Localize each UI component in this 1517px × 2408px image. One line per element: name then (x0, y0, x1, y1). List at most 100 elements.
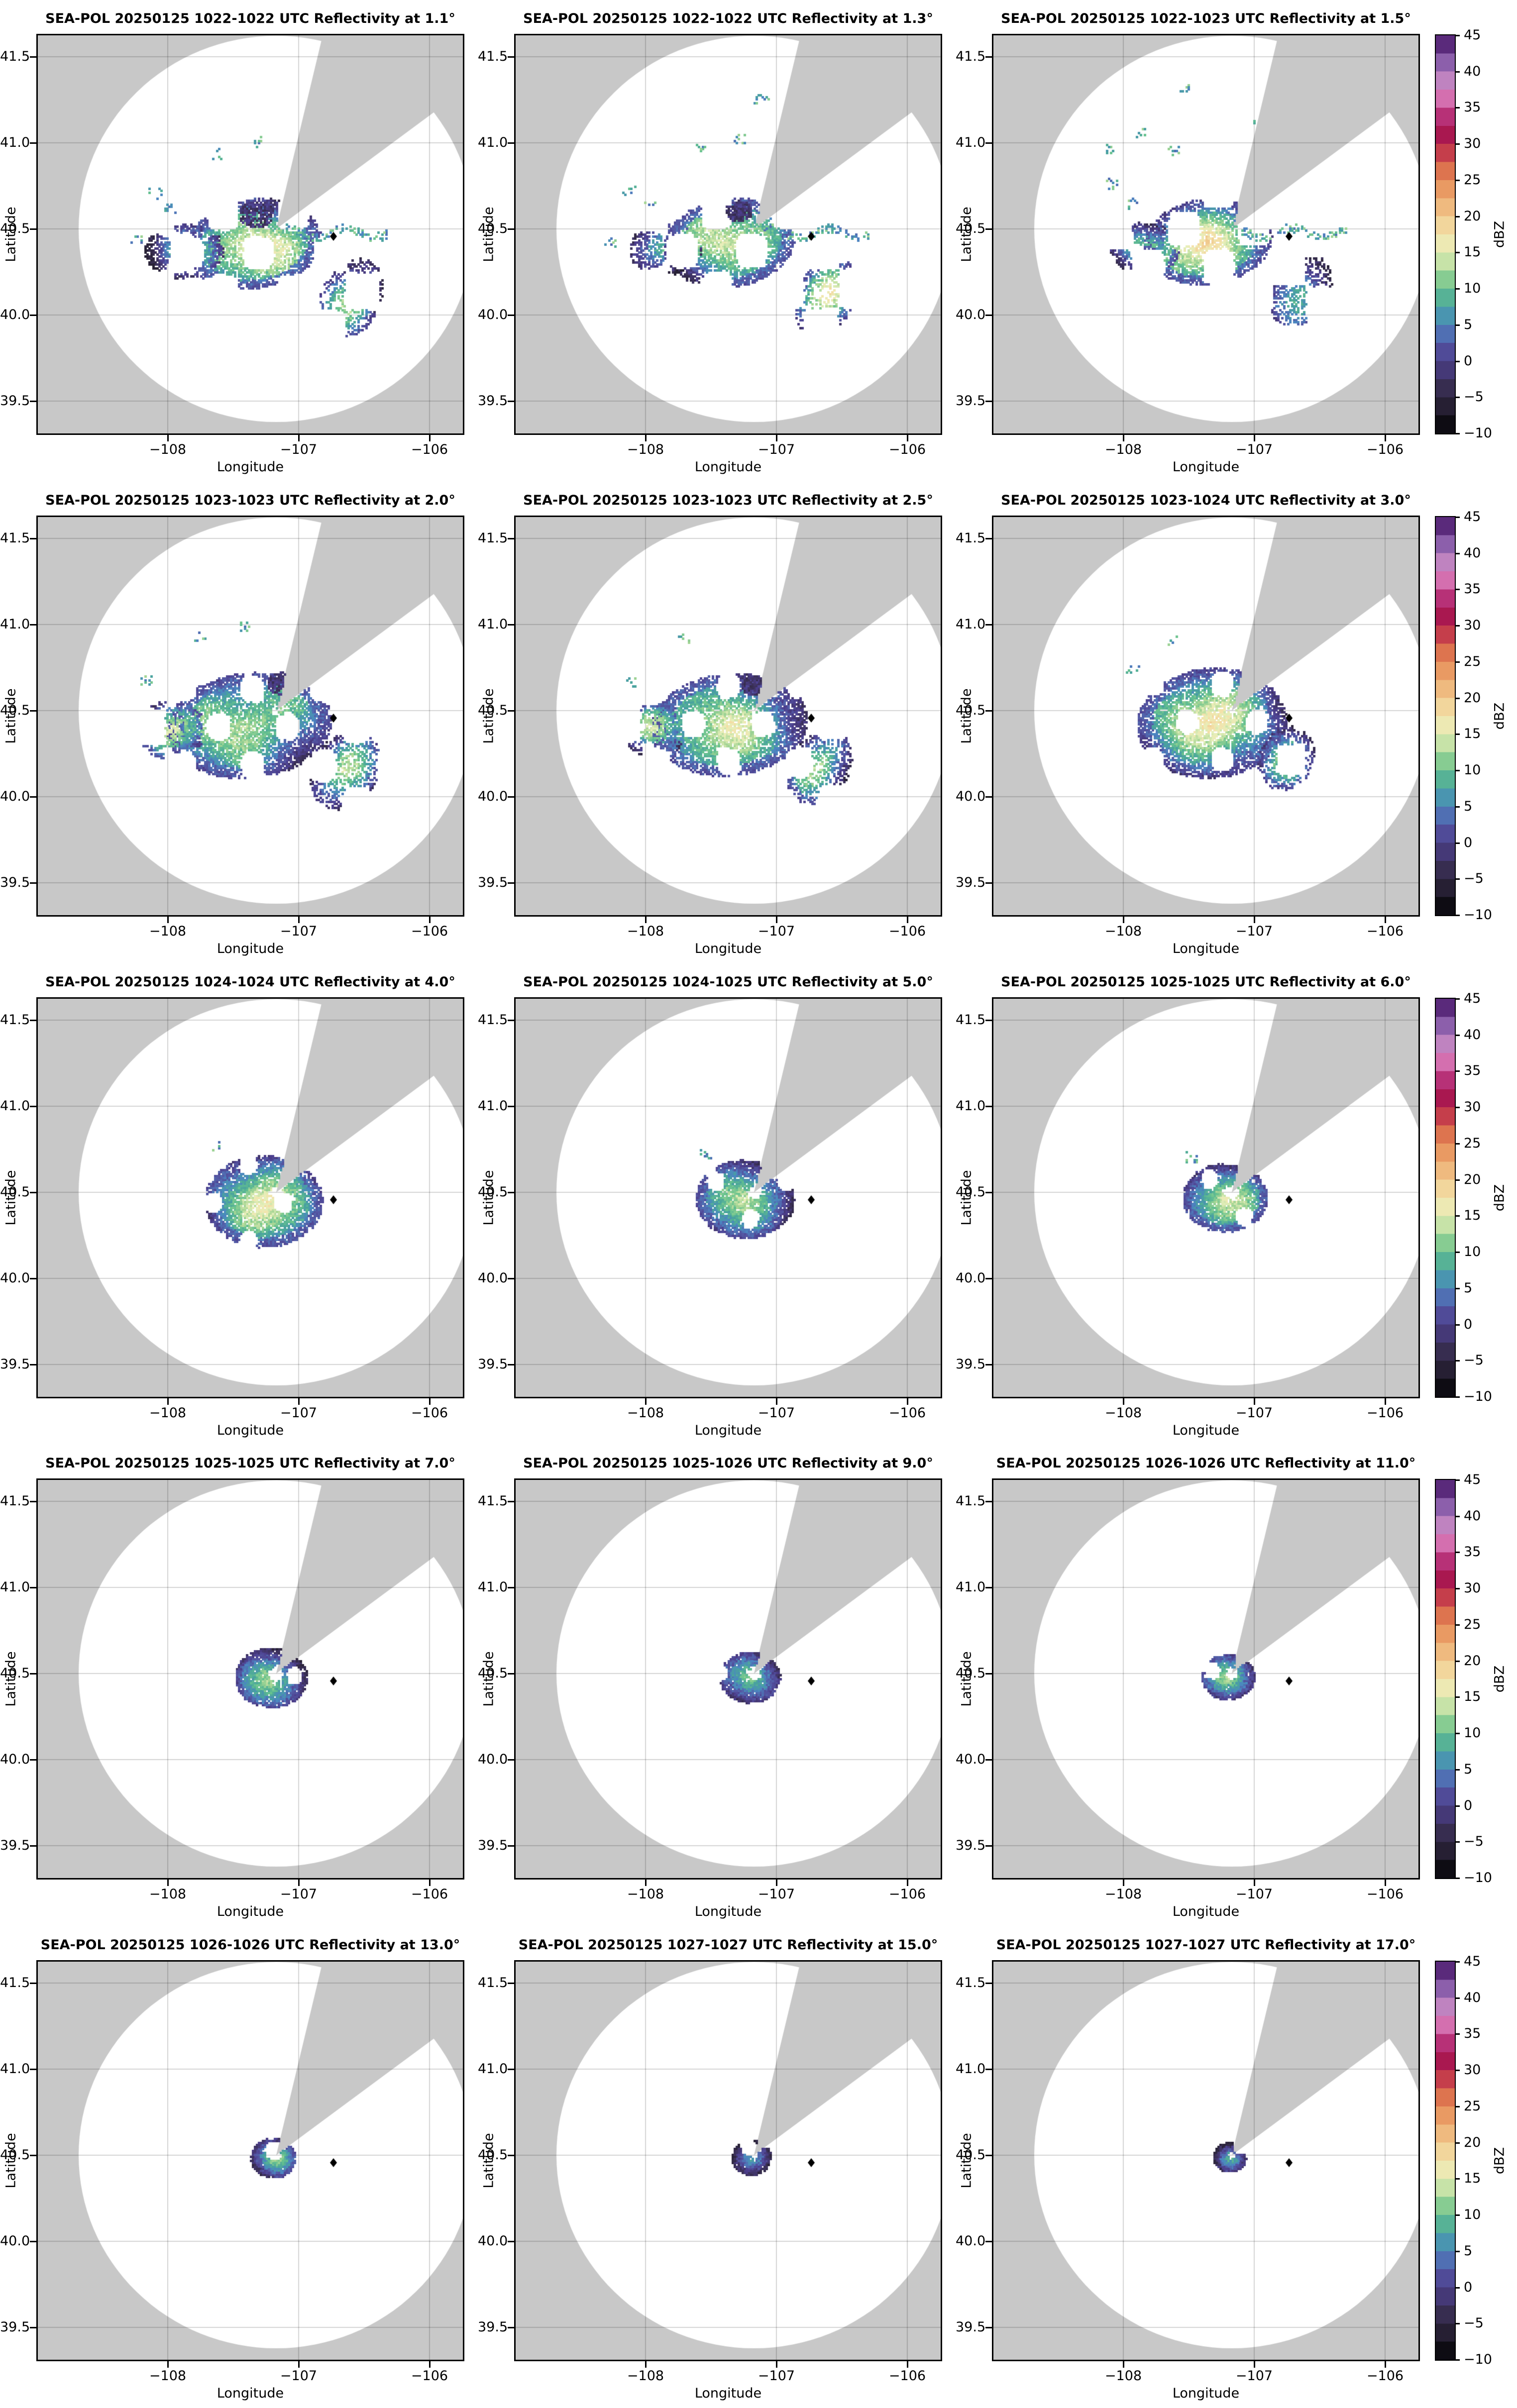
colorbar-tick-mark (1455, 1696, 1460, 1698)
x-tick-label: −108 (149, 924, 187, 939)
y-tick-label: 41.5 (0, 1975, 30, 1990)
colorbar-tick-label: 30 (1464, 618, 1481, 633)
radar-ppi-canvas (516, 999, 941, 1397)
radar-ppi-canvas (993, 35, 1418, 433)
colorbar-tick-label: −5 (1464, 1353, 1484, 1368)
radar-panel: SEA-POL 20250125 1025-1025 UTC Reflectiv… (956, 963, 1433, 1445)
colorbar-tick-mark (1455, 589, 1460, 591)
x-tick-mark (429, 1398, 431, 1405)
y-tick-label: 41.5 (956, 49, 986, 64)
x-tick-label: −108 (627, 1405, 664, 1421)
colorbar-tick-label: 45 (1464, 509, 1481, 524)
y-tick-mark (985, 2327, 992, 2328)
y-tick-label: 40.0 (956, 789, 986, 804)
x-tick-label: −108 (627, 1886, 664, 1902)
radar-ppi-canvas (38, 35, 463, 433)
y-tick-mark (508, 1587, 514, 1588)
colorbar-tick-label: 40 (1464, 545, 1481, 561)
y-tick-label: 40.0 (0, 1752, 30, 1767)
colorbar-tick-mark (1455, 2287, 1460, 2289)
colorbar-tick-mark (1455, 1070, 1460, 1072)
y-tick-mark (30, 1673, 36, 1675)
y-tick-mark (985, 314, 992, 316)
colorbar-tick-mark (1455, 842, 1460, 844)
colorbar-tick-label: 25 (1464, 653, 1481, 669)
colorbar-tick-mark (1455, 1624, 1460, 1626)
x-tick-mark (429, 2361, 431, 2368)
y-tick-mark (508, 56, 514, 58)
colorbar-tick-label: 5 (1464, 316, 1473, 332)
y-tick-mark (985, 2155, 992, 2156)
y-tick-label: 41.0 (478, 1098, 508, 1114)
colorbar: dBZ 45 40 35 30 25 20 15 10 5 0 −5 −10 (1435, 1954, 1517, 2367)
y-tick-mark (985, 1587, 992, 1588)
colorbar-tick-mark (1455, 397, 1460, 399)
colorbar-tick-label: 35 (1464, 2026, 1481, 2042)
y-tick-mark (508, 1364, 514, 1365)
y-tick-label: 41.5 (0, 530, 30, 546)
colorbar-tick-label: 35 (1464, 581, 1481, 597)
colorbar-gradient (1435, 1479, 1456, 1879)
y-tick-label: 41.0 (478, 135, 508, 150)
colorbar-tick-mark (1455, 2250, 1460, 2252)
plot-area (36, 1960, 464, 2361)
colorbar-tick-label: 10 (1464, 281, 1481, 297)
y-tick-mark (508, 1673, 514, 1675)
y-tick-mark (30, 1983, 36, 1984)
colorbar-tick-mark (1455, 998, 1460, 1000)
y-tick-label: 40.5 (0, 221, 30, 236)
y-tick-mark (985, 1278, 992, 1279)
x-tick-label: −107 (758, 442, 795, 457)
colorbar-tick-label: −10 (1464, 1389, 1492, 1404)
colorbar-tick-mark (1455, 179, 1460, 181)
colorbar-tick-mark (1455, 252, 1460, 254)
panel-title: SEA-POL 20250125 1027-1027 UTC Reflectiv… (996, 1937, 1416, 1953)
y-tick-mark (508, 1845, 514, 1847)
colorbar-tick-mark (1455, 1143, 1460, 1145)
y-tick-mark (30, 882, 36, 884)
y-tick-mark (508, 1192, 514, 1193)
y-tick-label: 40.5 (956, 221, 986, 236)
colorbar-label: dBZ (1492, 220, 1508, 248)
y-tick-label: 40.0 (478, 2233, 508, 2249)
y-tick-label: 41.0 (956, 2061, 986, 2077)
colorbar-tick-mark (1455, 697, 1460, 699)
y-tick-mark (508, 710, 514, 712)
colorbar-tick-label: 5 (1464, 1280, 1473, 1296)
colorbar: dBZ 45 40 35 30 25 20 15 10 5 0 −5 −10 (1435, 510, 1517, 923)
plot-area (514, 1478, 942, 1880)
colorbar-tick-mark (1455, 1396, 1460, 1398)
colorbar-tick-label: 20 (1464, 1653, 1481, 1669)
x-axis-label: Longitude (694, 459, 762, 475)
x-axis-label: Longitude (694, 1904, 762, 1919)
x-tick-mark (1123, 917, 1124, 923)
radar-ppi-canvas (516, 1962, 941, 2360)
colorbar-label: dBZ (1492, 2147, 1508, 2175)
panel-title: SEA-POL 20250125 1024-1025 UTC Reflectiv… (523, 974, 933, 990)
colorbar-tick-mark (1455, 1733, 1460, 1735)
colorbar-tick-mark (1455, 2178, 1460, 2180)
colorbar-tick-label: 25 (1464, 172, 1481, 188)
colorbar-tick-mark (1455, 1997, 1460, 1999)
x-tick-mark (298, 1880, 300, 1886)
y-tick-label: 41.0 (0, 1098, 30, 1114)
x-axis-label: Longitude (217, 1904, 284, 1919)
colorbar-label: dBZ (1492, 1184, 1508, 1212)
y-tick-mark (30, 1106, 36, 1107)
y-tick-mark (508, 314, 514, 316)
x-tick-label: −107 (1235, 924, 1273, 939)
colorbar-tick-label: 20 (1464, 1171, 1481, 1187)
colorbar-tick-mark (1455, 517, 1460, 518)
x-tick-mark (907, 435, 908, 441)
colorbar-tick-label: 30 (1464, 136, 1481, 152)
y-tick-label: 41.5 (956, 1493, 986, 1509)
x-tick-mark (645, 1398, 647, 1405)
colorbar-tick-label: 35 (1464, 1544, 1481, 1560)
x-tick-mark (1123, 435, 1124, 441)
x-tick-mark (907, 1880, 908, 1886)
x-tick-mark (429, 1880, 431, 1886)
radar-panel: SEA-POL 20250125 1027-1027 UTC Reflectiv… (956, 1926, 1433, 2408)
colorbar-gradient (1435, 1961, 1456, 2361)
y-tick-mark (30, 2327, 36, 2328)
